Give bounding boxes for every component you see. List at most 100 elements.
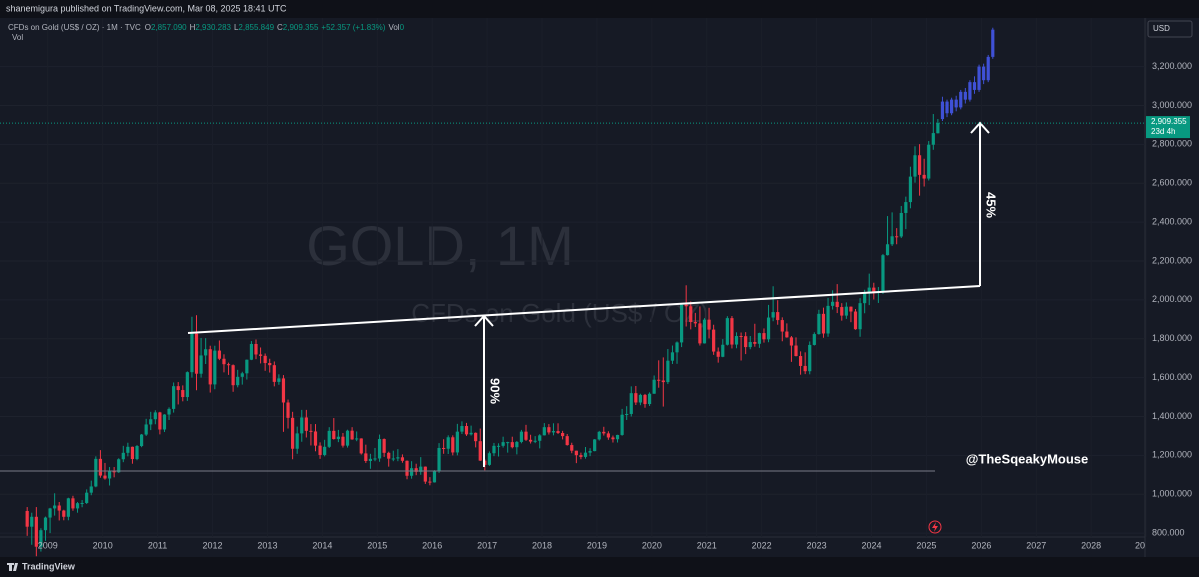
x-tick-label: 2010 bbox=[93, 540, 113, 550]
candle-body bbox=[917, 155, 922, 175]
candle-body bbox=[318, 445, 322, 455]
candle-body bbox=[80, 502, 84, 504]
candle-body bbox=[519, 431, 524, 442]
candle-body bbox=[414, 468, 418, 472]
candle-body bbox=[144, 424, 148, 435]
candle-body bbox=[657, 379, 661, 381]
candle-body bbox=[258, 354, 263, 356]
candle-body bbox=[222, 358, 226, 365]
candle-body bbox=[556, 431, 560, 434]
x-tick-label: 2023 bbox=[807, 540, 827, 550]
trend-line bbox=[187, 285, 981, 334]
candle-body bbox=[858, 303, 862, 330]
candle-body bbox=[789, 337, 794, 346]
y-tick-label: 1,800.000 bbox=[1152, 333, 1192, 343]
candle-body bbox=[611, 437, 615, 440]
candle-body bbox=[190, 333, 194, 373]
candle-body bbox=[377, 439, 382, 459]
candle-body bbox=[931, 133, 935, 145]
candle-body bbox=[652, 379, 656, 394]
candle-body bbox=[716, 351, 720, 357]
candle-body bbox=[130, 446, 135, 460]
candle-body bbox=[71, 498, 75, 509]
candle-body bbox=[53, 505, 57, 509]
x-tick-label: 2018 bbox=[532, 540, 552, 550]
candle-body bbox=[762, 333, 766, 340]
y-tick-label: 800.000 bbox=[1152, 527, 1185, 537]
h: H bbox=[190, 23, 196, 32]
candle-body bbox=[533, 440, 537, 442]
candle-body bbox=[199, 355, 203, 374]
candle-body bbox=[57, 505, 61, 511]
candle-body bbox=[300, 417, 304, 434]
y-tick-label: 1,200.000 bbox=[1152, 450, 1192, 460]
candle-body bbox=[794, 345, 798, 357]
candle-body bbox=[492, 445, 496, 454]
candle-body bbox=[647, 393, 652, 405]
candle-body bbox=[872, 287, 876, 293]
candle-body bbox=[204, 349, 208, 356]
candle-body bbox=[753, 342, 757, 344]
y-tick-label: 2,200.000 bbox=[1152, 255, 1192, 265]
candle-body bbox=[597, 431, 601, 440]
candle-body bbox=[455, 431, 459, 453]
candle-body bbox=[625, 413, 629, 415]
x-tick-label: 2011 bbox=[148, 540, 167, 550]
candle-body bbox=[350, 430, 354, 440]
candle-body bbox=[666, 360, 670, 383]
candle-body bbox=[181, 390, 185, 398]
candle-body bbox=[30, 516, 34, 527]
candle-body bbox=[506, 442, 510, 444]
candle-body bbox=[135, 446, 139, 460]
candle-body bbox=[254, 343, 258, 355]
x-tick-label: 2015 bbox=[367, 540, 387, 550]
candle-body bbox=[515, 441, 519, 448]
candle-body bbox=[396, 457, 400, 459]
candle-body bbox=[803, 365, 807, 372]
candle-body bbox=[442, 447, 446, 449]
candle-body bbox=[972, 82, 977, 90]
candle-body bbox=[835, 301, 839, 308]
candle-body bbox=[405, 460, 409, 476]
currency-box[interactable] bbox=[1147, 20, 1193, 38]
candle-body bbox=[712, 329, 716, 352]
candle-body bbox=[670, 352, 675, 361]
candle-body bbox=[75, 503, 80, 509]
x-tick-label: 2014 bbox=[312, 540, 332, 550]
candle-body bbox=[638, 394, 643, 403]
candle-body bbox=[776, 312, 780, 321]
rise-label: 45% bbox=[984, 192, 999, 218]
x-tick-label: 2021 bbox=[697, 540, 717, 550]
candle-body bbox=[693, 322, 697, 324]
candle-body bbox=[474, 432, 478, 442]
candle-body bbox=[538, 435, 542, 441]
high: 2,930.283 bbox=[195, 23, 231, 32]
candle-body bbox=[423, 466, 427, 482]
candle-body bbox=[959, 91, 963, 108]
candle-body bbox=[368, 458, 373, 461]
author: @TheSqeakyMouse bbox=[966, 451, 1089, 466]
candle-body bbox=[176, 386, 180, 391]
candle-body bbox=[387, 452, 391, 459]
candle-body bbox=[982, 66, 986, 81]
candle-body bbox=[89, 486, 93, 493]
candle-body bbox=[162, 414, 167, 430]
candle-body bbox=[615, 434, 620, 440]
candle-body bbox=[757, 333, 761, 344]
candle-body bbox=[341, 436, 345, 446]
candle-body bbox=[524, 431, 528, 440]
candle-body bbox=[487, 453, 491, 465]
candle-body bbox=[208, 349, 212, 385]
candle-body bbox=[409, 468, 414, 476]
x-tick-label: 2017 bbox=[477, 540, 497, 550]
candle-body bbox=[295, 433, 299, 449]
candle-body bbox=[451, 437, 455, 453]
candle-body bbox=[291, 417, 295, 449]
candle-body bbox=[954, 99, 958, 108]
candle-body bbox=[808, 344, 812, 372]
candle-body bbox=[323, 446, 327, 455]
candle-body bbox=[281, 378, 286, 403]
candle-body bbox=[579, 455, 583, 457]
rise-label: 90% bbox=[488, 378, 503, 404]
candle-body bbox=[464, 426, 469, 435]
